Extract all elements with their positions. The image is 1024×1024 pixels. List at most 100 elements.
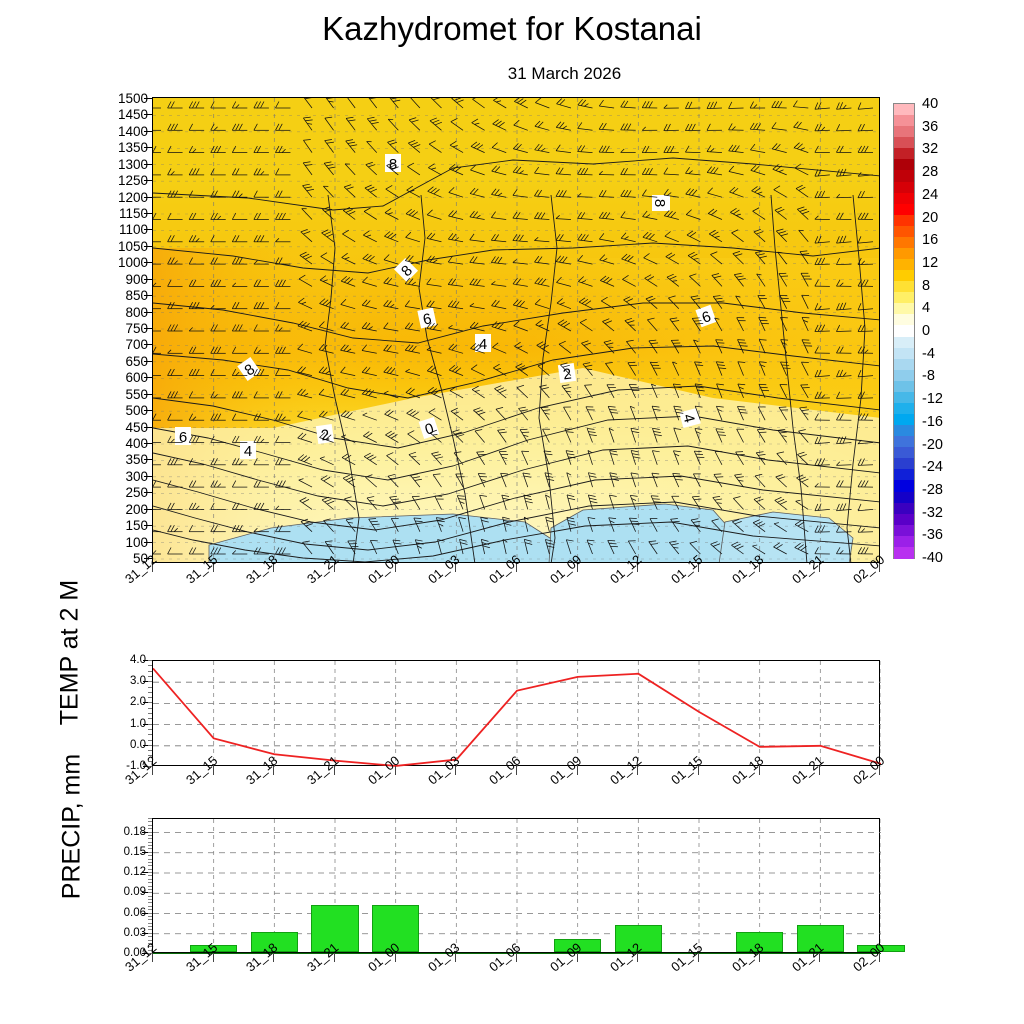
precip-y-minor-tick bbox=[148, 946, 153, 948]
main-x-tick bbox=[819, 563, 821, 572]
main-y-label: 800 bbox=[125, 304, 148, 320]
main-y-tick bbox=[144, 114, 153, 116]
precip-y-minor-tick bbox=[148, 865, 153, 867]
precip-y-minor-tick bbox=[148, 872, 153, 873]
main-y-label: 1200 bbox=[117, 189, 148, 205]
colorbar-swatch bbox=[894, 469, 914, 482]
precip-y-label: 0.18 bbox=[123, 825, 146, 838]
main-panel-x-axis-labels: 31_12 31_15 31_18 31_21 01_00 01_03 01_06 01_09… bbox=[122, 552, 912, 635]
main-y-tick bbox=[144, 541, 153, 543]
precip-y-minor-tick bbox=[148, 926, 153, 927]
main-x-tick bbox=[576, 563, 578, 572]
precip-y-label: 0.06 bbox=[123, 906, 146, 919]
main-y-label: 1300 bbox=[117, 156, 148, 172]
precip-y-minor-tick bbox=[148, 855, 153, 857]
colorbar-label: 28 bbox=[922, 164, 939, 181]
temp-y-label: 2.0 bbox=[130, 696, 146, 709]
main-y-tick bbox=[144, 196, 153, 198]
colorbar-swatch bbox=[894, 303, 914, 315]
precip-gridlines bbox=[153, 819, 881, 954]
precip-y-minor-tick bbox=[148, 929, 153, 931]
colorbar-swatch bbox=[894, 259, 914, 271]
precip-y-tick bbox=[142, 831, 153, 833]
precip-bar bbox=[311, 904, 359, 952]
precip-chart-panel bbox=[152, 818, 905, 954]
colorbar-label: 4 bbox=[922, 300, 931, 317]
main-y-label: 1450 bbox=[117, 107, 148, 123]
main-y-label: 900 bbox=[125, 271, 148, 287]
main-panel-y-axis-labels: 1500 1450 1400 1350 1300 1250 1200 1150 1100 1050… bbox=[98, 92, 148, 566]
colorbar-label: -8 bbox=[922, 368, 935, 385]
colorbar-label: -4 bbox=[922, 345, 935, 362]
precip-x-tick bbox=[455, 953, 457, 962]
main-x-tick bbox=[455, 563, 457, 572]
precip-x-tick bbox=[819, 953, 821, 962]
precip-y-minor-tick bbox=[148, 888, 153, 890]
svg-text:4: 4 bbox=[479, 336, 487, 353]
colorbar-label: 12 bbox=[922, 254, 939, 271]
temp-y-minor-tick bbox=[148, 739, 153, 741]
colorbar-swatch bbox=[894, 336, 914, 349]
precip-y-label: 0.09 bbox=[123, 886, 146, 899]
precip-x-tick bbox=[758, 953, 760, 962]
colorbar-swatch bbox=[894, 325, 914, 338]
main-x-tick bbox=[637, 563, 639, 572]
svg-text:6: 6 bbox=[179, 429, 187, 446]
colorbar-swatch bbox=[894, 391, 914, 404]
precip-y-minor-tick bbox=[148, 882, 153, 884]
main-y-tick bbox=[144, 410, 153, 412]
main-y-label: 1100 bbox=[118, 222, 148, 238]
temp-y-minor-tick bbox=[148, 670, 153, 672]
temp-x-tick bbox=[637, 766, 639, 775]
precip-y-tick bbox=[142, 851, 153, 853]
colorbar-swatch bbox=[894, 104, 914, 116]
precip-bar bbox=[614, 925, 662, 952]
colorbar-swatch bbox=[894, 247, 914, 260]
precip-bar bbox=[857, 945, 905, 952]
precip-y-minor-tick bbox=[148, 932, 153, 934]
temp-y-minor-tick bbox=[148, 734, 153, 736]
precip-y-minor-tick bbox=[148, 942, 153, 944]
svg-text:2: 2 bbox=[562, 365, 573, 383]
precip-y-minor-tick bbox=[148, 899, 153, 900]
temp-y-label: 3.0 bbox=[130, 675, 146, 688]
precip-x-tick bbox=[152, 953, 153, 962]
colorbar-swatch bbox=[894, 535, 914, 548]
precip-y-minor-tick bbox=[148, 875, 153, 877]
main-y-label: 250 bbox=[125, 485, 148, 501]
colorbar-swatch bbox=[894, 148, 914, 160]
precip-panel-x-ticks bbox=[152, 953, 880, 962]
precip-y-minor-tick bbox=[148, 828, 153, 830]
precip-y-minor-tick bbox=[148, 868, 153, 870]
precip-x-tick bbox=[698, 953, 699, 962]
main-y-label: 400 bbox=[125, 436, 148, 451]
main-y-label: 200 bbox=[125, 501, 148, 517]
colorbar-swatch bbox=[894, 358, 914, 371]
colorbar-swatch bbox=[894, 491, 914, 504]
main-x-tick bbox=[394, 563, 396, 572]
precip-y-minor-tick bbox=[148, 919, 153, 921]
precip-y-tick bbox=[142, 912, 153, 914]
colorbar-swatch bbox=[894, 380, 914, 393]
main-x-tick bbox=[273, 563, 275, 572]
temp-x-tick bbox=[152, 766, 153, 775]
colorbar-swatch bbox=[894, 181, 914, 194]
colorbar-label: -12 bbox=[922, 391, 943, 408]
main-panel-x-ticks bbox=[152, 563, 880, 572]
temp-x-tick bbox=[516, 766, 517, 775]
temp-panel-y-axis-ticks bbox=[139, 660, 153, 767]
main-y-tick bbox=[144, 278, 153, 280]
temp-y-minor-tick bbox=[148, 686, 153, 688]
precip-y-minor-tick bbox=[148, 818, 153, 819]
main-y-label: 1500 bbox=[117, 91, 148, 106]
main-y-label: 1350 bbox=[117, 140, 148, 156]
main-y-label: 1000 bbox=[117, 255, 148, 271]
main-y-label: 500 bbox=[125, 403, 148, 419]
temp-y-minor-tick bbox=[148, 665, 153, 667]
precip-y-minor-tick bbox=[148, 892, 153, 894]
colorbar-label: 20 bbox=[922, 209, 939, 226]
precip-y-minor-tick bbox=[148, 821, 153, 823]
main-y-tick bbox=[144, 426, 153, 428]
main-y-tick bbox=[144, 475, 153, 477]
